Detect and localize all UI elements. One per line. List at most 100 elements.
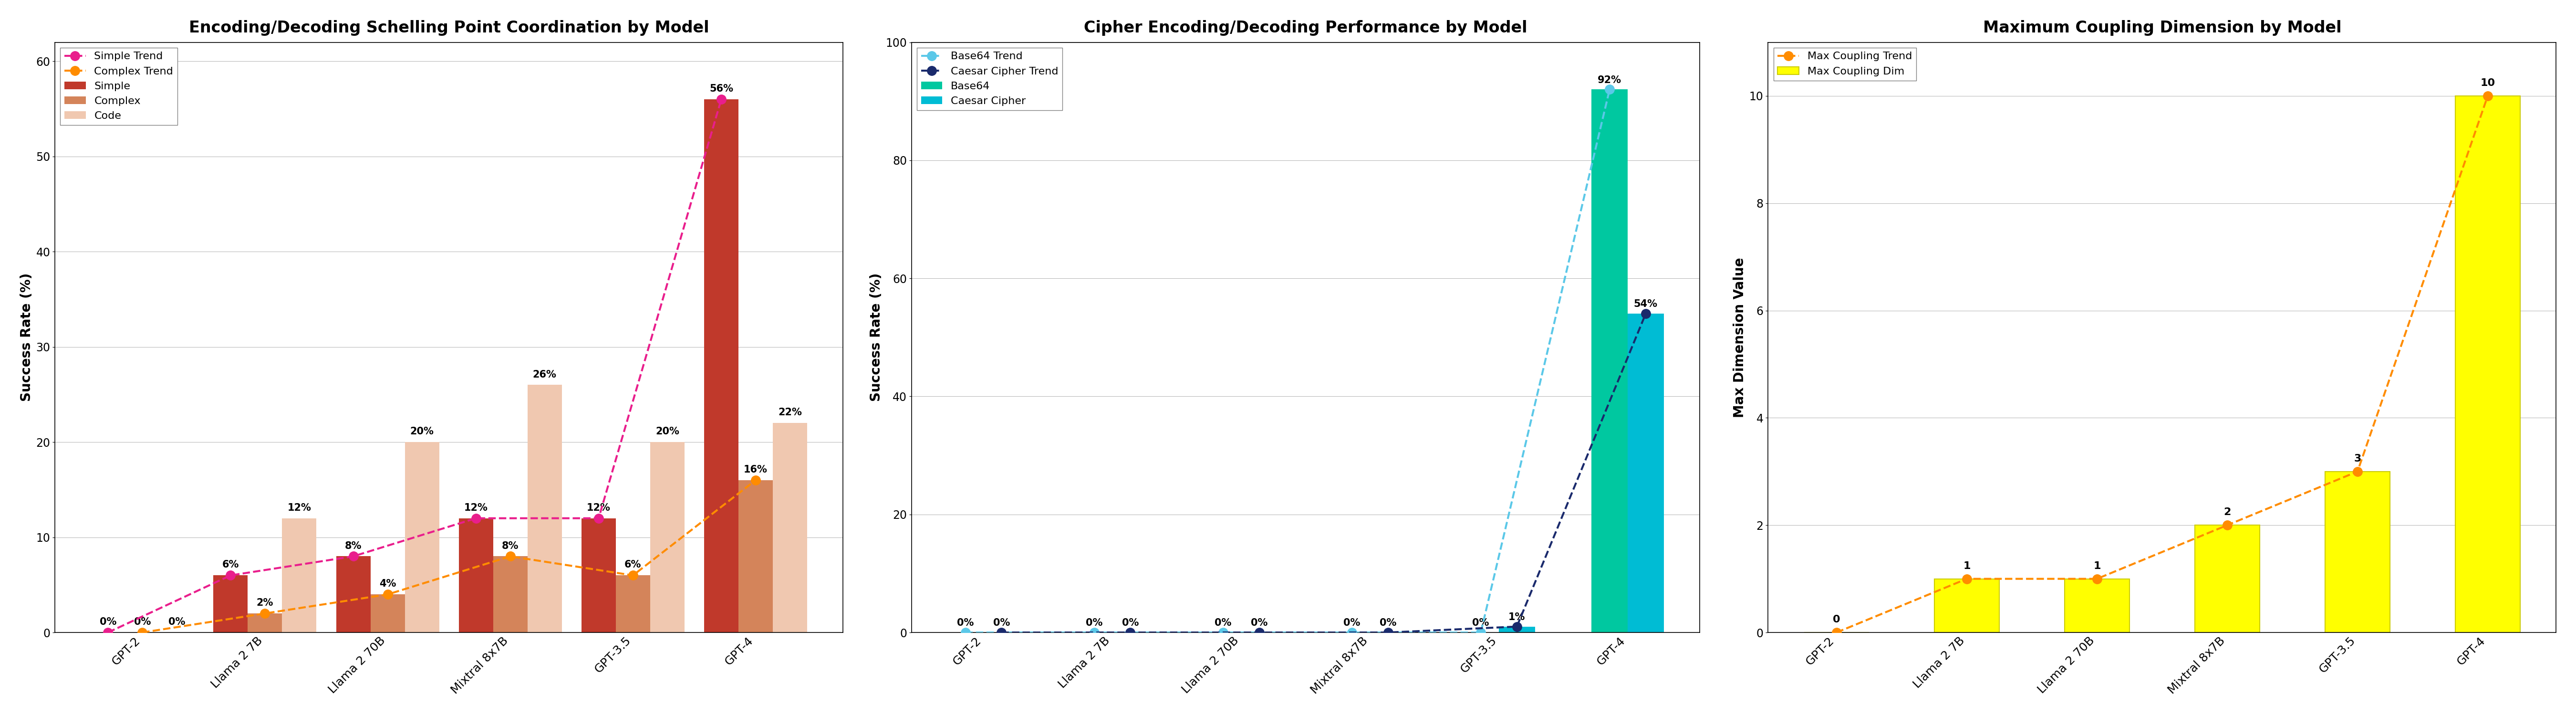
Text: 0%: 0% <box>1252 618 1267 628</box>
Bar <box>582 518 616 632</box>
Bar <box>528 385 562 632</box>
Bar <box>649 442 685 632</box>
Base64 Trend <box>951 628 981 637</box>
Simple Trend <box>337 552 368 561</box>
Text: 3: 3 <box>2354 454 2362 463</box>
Y-axis label: Success Rate (%): Success Rate (%) <box>21 273 33 402</box>
Base64 Trend <box>1595 85 1625 94</box>
Text: 0%: 0% <box>1216 618 1231 628</box>
Text: 16%: 16% <box>744 465 768 475</box>
Title: Maximum Coupling Dimension by Model: Maximum Coupling Dimension by Model <box>1984 20 2342 36</box>
Text: 0%: 0% <box>1381 618 1396 628</box>
Bar <box>459 518 492 632</box>
Bar <box>2326 472 2391 632</box>
Text: 12%: 12% <box>464 503 487 513</box>
Text: 8%: 8% <box>502 541 518 551</box>
Bar <box>283 518 317 632</box>
Line: Complex Trend: Complex Trend <box>137 475 760 637</box>
Caesar Cipher Trend <box>1502 622 1533 631</box>
Text: 0%: 0% <box>167 617 185 626</box>
Bar <box>703 100 739 632</box>
Text: 0: 0 <box>1832 615 1839 624</box>
Text: 1: 1 <box>1963 561 1971 571</box>
Max Coupling Trend <box>2342 468 2372 476</box>
Text: 26%: 26% <box>533 369 556 379</box>
Simple Trend <box>582 514 613 523</box>
Text: 4%: 4% <box>379 579 397 589</box>
Complex Trend <box>618 571 649 580</box>
Max Coupling Trend <box>2213 521 2244 529</box>
Bar <box>335 556 371 632</box>
Text: 56%: 56% <box>708 84 734 94</box>
Bar <box>1592 90 1628 632</box>
Max Coupling Trend <box>1821 628 1852 637</box>
Bar <box>1935 579 1999 632</box>
Max Coupling Trend <box>2473 92 2504 100</box>
Text: 54%: 54% <box>1633 299 1656 309</box>
Line: Max Coupling Trend: Max Coupling Trend <box>1832 91 2494 637</box>
Bar <box>739 480 773 632</box>
Bar <box>1499 626 1535 632</box>
Text: 0%: 0% <box>992 618 1010 628</box>
Title: Encoding/Decoding Schelling Point Coordination by Model: Encoding/Decoding Schelling Point Coordi… <box>188 20 708 36</box>
Complex Trend <box>739 476 770 485</box>
Bar <box>616 576 649 632</box>
Text: 6%: 6% <box>222 560 240 570</box>
Base64 Trend <box>1466 628 1497 637</box>
Y-axis label: Success Rate (%): Success Rate (%) <box>871 273 884 402</box>
Line: Caesar Cipher Trend: Caesar Cipher Trend <box>997 309 1651 637</box>
Text: 1: 1 <box>2094 561 2099 571</box>
Complex Trend <box>495 552 526 561</box>
Bar <box>404 442 438 632</box>
Text: 22%: 22% <box>778 408 801 417</box>
Max Coupling Trend <box>1950 574 1981 583</box>
Bar <box>2455 96 2519 632</box>
Bar <box>247 614 283 632</box>
Text: 0%: 0% <box>956 618 974 628</box>
Text: 6%: 6% <box>623 560 641 570</box>
Simple Trend <box>93 628 124 637</box>
Bar <box>2063 579 2130 632</box>
Text: 0%: 0% <box>1473 618 1489 628</box>
Base64 Trend <box>1079 628 1110 637</box>
Bar <box>2195 525 2259 632</box>
Caesar Cipher Trend <box>1244 628 1275 637</box>
Legend: Max Coupling Trend, Max Coupling Dim: Max Coupling Trend, Max Coupling Dim <box>1772 47 1917 80</box>
Text: 2%: 2% <box>258 598 273 608</box>
Base64 Trend <box>1337 628 1368 637</box>
Complex Trend <box>250 609 281 618</box>
Simple Trend <box>216 571 247 580</box>
Title: Cipher Encoding/Decoding Performance by Model: Cipher Encoding/Decoding Performance by … <box>1084 20 1528 36</box>
Text: 8%: 8% <box>345 541 361 551</box>
Text: 10: 10 <box>2481 78 2496 88</box>
Max Coupling Trend <box>2081 574 2112 583</box>
Legend: Simple Trend, Complex Trend, Simple, Complex, Code: Simple Trend, Complex Trend, Simple, Com… <box>59 47 178 125</box>
Text: 12%: 12% <box>289 503 312 513</box>
Text: 12%: 12% <box>587 503 611 513</box>
Legend: Base64 Trend, Caesar Cipher Trend, Base64, Caesar Cipher: Base64 Trend, Caesar Cipher Trend, Base6… <box>917 47 1061 110</box>
Text: 20%: 20% <box>410 427 433 436</box>
Complex Trend <box>371 590 402 599</box>
Base64 Trend <box>1208 628 1239 637</box>
Line: Simple Trend: Simple Trend <box>103 95 726 637</box>
Caesar Cipher Trend <box>1373 628 1404 637</box>
Bar <box>1628 314 1664 632</box>
Text: 1%: 1% <box>1510 612 1525 622</box>
Text: 0%: 0% <box>134 617 152 626</box>
Text: 0%: 0% <box>1123 618 1139 628</box>
Simple Trend <box>706 95 737 104</box>
Caesar Cipher Trend <box>1631 309 1662 318</box>
Text: 2: 2 <box>2223 508 2231 517</box>
Bar <box>371 594 404 632</box>
Bar <box>492 556 528 632</box>
Text: 0%: 0% <box>100 617 116 626</box>
Bar <box>773 423 806 632</box>
Text: 0%: 0% <box>1087 618 1103 628</box>
Caesar Cipher Trend <box>987 628 1018 637</box>
Text: 92%: 92% <box>1597 75 1620 84</box>
Line: Base64 Trend: Base64 Trend <box>961 84 1615 637</box>
Text: 0%: 0% <box>1345 618 1360 628</box>
Bar <box>214 576 247 632</box>
Simple Trend <box>461 514 492 523</box>
Caesar Cipher Trend <box>1115 628 1146 637</box>
